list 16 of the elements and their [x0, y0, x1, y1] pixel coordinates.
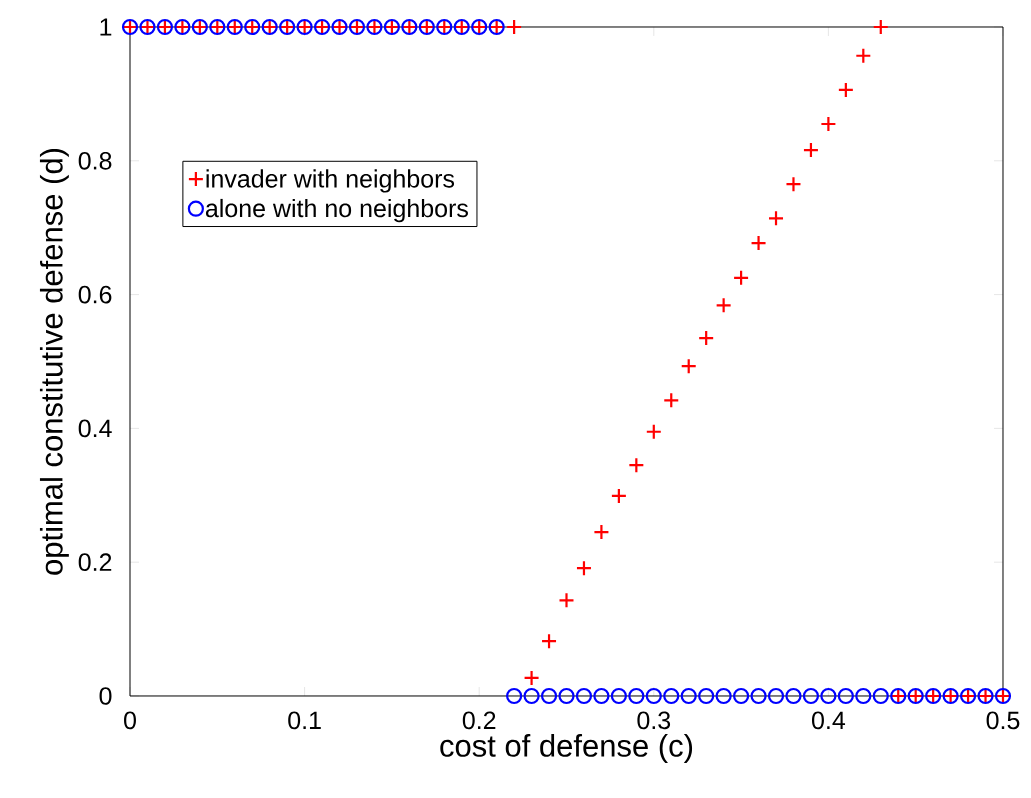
y-tick-label: 1: [100, 18, 112, 36]
x-tick-label: 0: [124, 711, 136, 730]
x-tick-label: 0.1: [288, 711, 321, 730]
x-axis-title: cost of defense (c): [440, 734, 693, 763]
y-tick-label: 0.2: [78, 553, 112, 572]
x-tick-label: 0.2: [462, 711, 496, 730]
x-tick-label: 0.3: [637, 711, 671, 730]
y-axis-title: optimal constitutive defense (d): [39, 148, 69, 575]
y-tick-label: 0.6: [78, 285, 112, 304]
y-tick-label: 0.4: [78, 419, 112, 438]
y-tick-label: 0: [99, 687, 112, 705]
x-tick-label: 0.5: [986, 711, 1020, 730]
y-tick-label: 0.8: [78, 151, 112, 170]
legend-label: alone with no neighbors: [205, 198, 468, 223]
x-tick-label: 0.4: [811, 711, 846, 730]
legend-label: invader with neighbors: [206, 169, 455, 193]
